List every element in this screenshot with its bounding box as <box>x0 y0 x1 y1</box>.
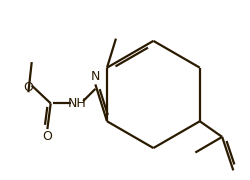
Text: O: O <box>23 81 33 94</box>
Text: N: N <box>90 70 100 83</box>
Text: NH: NH <box>68 97 86 110</box>
Text: O: O <box>42 130 52 143</box>
